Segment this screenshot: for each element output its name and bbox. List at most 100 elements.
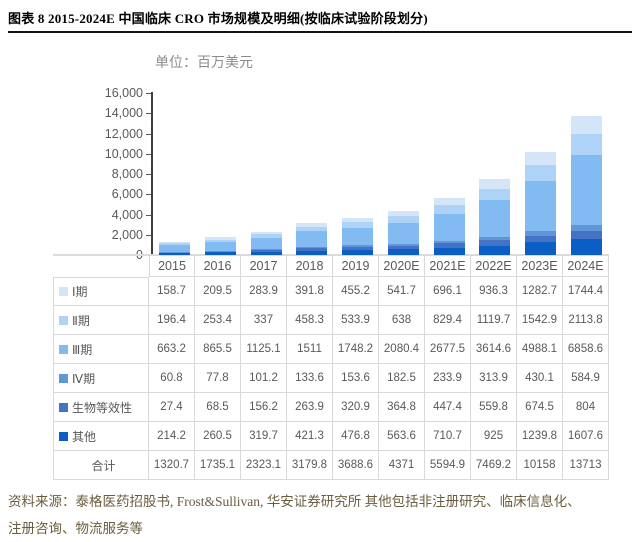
column-header: 2015 [149, 255, 195, 277]
value-cell: 1744.4 [563, 277, 609, 306]
value-cell: 209.5 [195, 277, 241, 306]
value-cell: 458.3 [287, 306, 333, 335]
value-cell: 319.7 [241, 422, 287, 451]
source-note: 资料来源：泰格医药招股书, Frost&Sullivan, 华安证券研究所 其他… [8, 488, 638, 542]
legend-key-swatch [59, 374, 68, 383]
value-cell: 1119.7 [471, 306, 517, 335]
column-header: 2021E [425, 255, 471, 277]
value-cell: 865.5 [195, 335, 241, 364]
bar-column-2021E [426, 93, 472, 255]
value-cell: 133.6 [287, 364, 333, 393]
value-cell: 936.3 [471, 277, 517, 306]
bar-segment [525, 152, 556, 165]
legend-cell: Ⅰ期 [53, 277, 149, 306]
bar-segment [525, 242, 556, 255]
series-label: Ⅱ期 [72, 312, 90, 329]
total-value-cell: 1735.1 [195, 451, 241, 480]
bar-segment [571, 239, 602, 255]
legend-key-swatch [59, 287, 68, 296]
value-cell: 696.1 [425, 277, 471, 306]
total-value-cell: 5594.9 [425, 451, 471, 480]
total-value-cell: 10158 [517, 451, 563, 480]
value-cell: 153.6 [333, 364, 379, 393]
legend-cell: 其他 [53, 422, 149, 451]
value-cell: 1511 [287, 335, 333, 364]
series-label: 其他 [72, 428, 96, 445]
value-cell: 476.8 [333, 422, 379, 451]
value-cell: 2080.4 [379, 335, 425, 364]
value-cell: 1748.2 [333, 335, 379, 364]
value-cell: 391.8 [287, 277, 333, 306]
bar-segment [479, 179, 510, 188]
series-label: Ⅰ期 [72, 283, 88, 300]
bar-segment [205, 242, 236, 251]
total-row-label: 合计 [59, 457, 148, 474]
legend-cell: 生物等效性 [53, 393, 149, 422]
value-cell: 829.4 [425, 306, 471, 335]
value-cell: 364.8 [379, 393, 425, 422]
y-axis-tick-label: 6,000 [85, 187, 143, 201]
legend-cell: Ⅲ期 [53, 335, 149, 364]
bar-segment [571, 134, 602, 155]
legend-cell: Ⅳ期 [53, 364, 149, 393]
bar-column-2016 [198, 93, 244, 255]
bar-column-2019 [335, 93, 381, 255]
value-cell: 68.5 [195, 393, 241, 422]
total-value-cell: 3179.8 [287, 451, 333, 480]
stacked-bar [251, 232, 282, 255]
value-cell: 337 [241, 306, 287, 335]
table-corner-cell [53, 255, 149, 277]
bar-segment [434, 198, 465, 205]
bar-segment [479, 200, 510, 237]
y-axis-tick-label: 2,000 [85, 228, 143, 242]
bar-column-2015 [152, 93, 198, 255]
value-cell: 533.9 [333, 306, 379, 335]
stacked-bar [525, 152, 556, 255]
value-cell: 283.9 [241, 277, 287, 306]
total-value-cell: 4371 [379, 451, 425, 480]
value-cell: 6858.6 [563, 335, 609, 364]
value-cell: 447.4 [425, 393, 471, 422]
value-cell: 253.4 [195, 306, 241, 335]
total-value-cell: 1320.7 [149, 451, 195, 480]
bar-segment [479, 189, 510, 200]
figure-title: 图表 8 2015-2024E 中国临床 CRO 市场规模及明细(按临床试验阶段… [8, 8, 632, 27]
total-value-cell: 7469.2 [471, 451, 517, 480]
total-label-cell: 合计 [53, 451, 149, 480]
legend-key-swatch [59, 316, 68, 325]
value-cell: 559.8 [471, 393, 517, 422]
value-cell: 674.5 [517, 393, 563, 422]
bar-segment [342, 228, 373, 246]
value-cell: 584.9 [563, 364, 609, 393]
bar-segment [571, 231, 602, 239]
value-cell: 196.4 [149, 306, 195, 335]
value-cell: 3614.6 [471, 335, 517, 364]
stacked-bar [571, 116, 602, 255]
stacked-bar [296, 223, 327, 255]
report-figure-page: 图表 8 2015-2024E 中国临床 CRO 市场规模及明细(按临床试验阶段… [0, 0, 640, 527]
value-cell: 313.9 [471, 364, 517, 393]
column-header: 2016 [195, 255, 241, 277]
series-label: Ⅳ期 [72, 370, 95, 387]
value-cell: 541.7 [379, 277, 425, 306]
y-axis-tick-label: 4,000 [85, 208, 143, 222]
value-cell: 663.2 [149, 335, 195, 364]
bar-segment [434, 205, 465, 213]
series-label: Ⅲ期 [72, 341, 92, 358]
value-cell: 710.7 [425, 422, 471, 451]
stacked-bar [159, 242, 190, 255]
value-cell: 4988.1 [517, 335, 563, 364]
stacked-bar [479, 179, 510, 255]
value-cell: 455.2 [333, 277, 379, 306]
source-line-1: 资料来源：泰格医药招股书, Frost&Sullivan, 华安证券研究所 其他… [8, 488, 638, 515]
bar-column-2018 [289, 93, 335, 255]
value-cell: 563.6 [379, 422, 425, 451]
value-cell: 1607.6 [563, 422, 609, 451]
value-cell: 156.2 [241, 393, 287, 422]
column-header: 2020E [379, 255, 425, 277]
total-value-cell: 2323.1 [241, 451, 287, 480]
bar-segment [525, 181, 556, 232]
value-cell: 158.7 [149, 277, 195, 306]
value-cell: 60.8 [149, 364, 195, 393]
